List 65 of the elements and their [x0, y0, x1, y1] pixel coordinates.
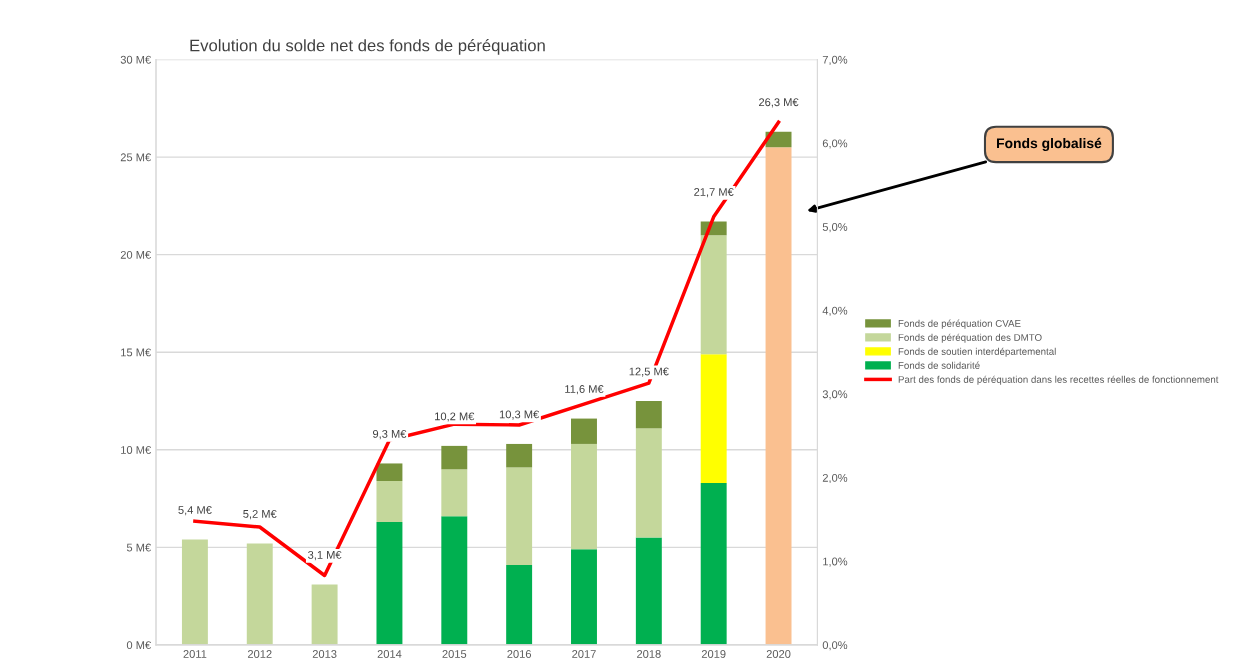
bar — [441, 516, 468, 645]
bar — [246, 543, 273, 645]
y2-tick-label: 2,0% — [822, 473, 848, 484]
total-label: 11,6 M€ — [565, 385, 604, 395]
legend-label: Fonds de soutien interdépartemental — [898, 347, 1056, 357]
y-tick-label: 0 M€ — [126, 641, 151, 650]
bar — [506, 467, 533, 565]
bar — [181, 539, 208, 645]
bar — [571, 443, 597, 550]
bar — [700, 354, 727, 483]
legend-label: Fonds de solidarité — [898, 361, 980, 369]
total-label: 21,7 M€ — [694, 188, 734, 198]
total-label: 5,4 M€ — [178, 506, 212, 516]
y-tick-label: 30 M€ — [120, 55, 151, 64]
total-label: 10,3 M€ — [499, 410, 540, 420]
x-tick-label: 2020 — [766, 650, 791, 658]
total-label: 3,1 M€ — [308, 550, 342, 561]
total-label: 5,2 M€ — [243, 509, 277, 520]
bar — [311, 584, 338, 645]
bar — [376, 481, 403, 522]
y-tick-label: 25 M€ — [120, 153, 151, 162]
total-label: 26,3 M€ — [759, 98, 799, 108]
y-tick-label: 5 M€ — [126, 543, 151, 552]
x-tick-label: 2015 — [442, 650, 467, 658]
bar — [506, 443, 533, 468]
x-tick-label: 2014 — [377, 650, 402, 658]
bar — [700, 235, 727, 355]
x-tick-label: 2017 — [572, 650, 596, 658]
y2-tick-label: 1,0% — [823, 557, 848, 567]
line-series — [193, 120, 781, 578]
total-label: 10,2 M€ — [435, 412, 475, 422]
y2-tick-label: 0,0% — [822, 641, 848, 651]
x-tick-label: 2019 — [701, 650, 726, 658]
bar — [376, 521, 403, 645]
legend-label: Part des fonds de péréquation dans les recettes réelles de fonctionnement — [898, 375, 1219, 385]
x-tick-label: 2018 — [637, 650, 661, 658]
bar — [635, 428, 662, 538]
bar — [441, 469, 468, 517]
bar — [441, 445, 468, 470]
x-tick-label: 2013 — [312, 650, 337, 658]
total-label: 9,3 M€ — [372, 429, 407, 440]
y-tick-label: 20 M€ — [120, 250, 151, 259]
y-tick-label: 10 M€ — [121, 446, 151, 454]
bar — [376, 463, 403, 482]
y2-tick-label: 5,0% — [822, 223, 848, 233]
y-tick-label: 15 M€ — [121, 348, 151, 357]
y2-tick-label: 6,0% — [822, 139, 848, 149]
bar — [571, 549, 597, 645]
legend-label: Fonds de péréquation des DMTO — [898, 333, 1042, 343]
bar — [765, 147, 792, 645]
bar — [506, 564, 533, 645]
text: Fonds globalisé — [997, 137, 1102, 151]
y2-tick-label: 4,0% — [822, 306, 848, 316]
bar — [700, 482, 727, 645]
bar — [571, 418, 597, 444]
total-label: 12,5 M€ — [629, 367, 669, 377]
x-tick-label: 2012 — [247, 650, 272, 658]
x-tick-label: 2011 — [183, 650, 207, 658]
chart-title: Evolution du solde net des fonds de péréquation — [190, 38, 545, 55]
y2-tick-label: 7,0% — [822, 55, 848, 65]
legend-label: Fonds de péréquation CVAE — [898, 319, 1021, 329]
x-tick-label: 2016 — [507, 650, 532, 658]
y2-tick-label: 3,0% — [822, 390, 848, 400]
bar — [635, 401, 662, 429]
bar — [635, 537, 662, 645]
